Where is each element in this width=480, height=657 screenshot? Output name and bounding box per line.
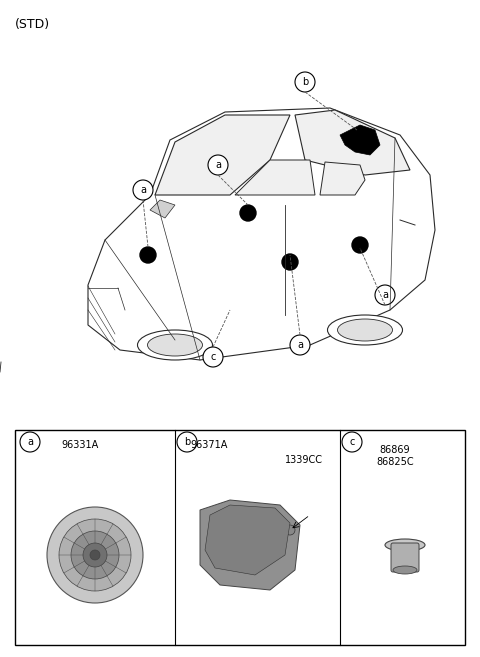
Polygon shape	[295, 110, 410, 175]
Text: a: a	[27, 437, 33, 447]
Polygon shape	[88, 108, 435, 360]
Polygon shape	[155, 115, 290, 195]
Circle shape	[352, 237, 368, 253]
Circle shape	[177, 432, 197, 452]
Ellipse shape	[393, 566, 417, 574]
Circle shape	[203, 347, 223, 367]
Polygon shape	[235, 160, 315, 195]
Ellipse shape	[327, 315, 403, 345]
Circle shape	[71, 531, 119, 579]
Text: c: c	[349, 437, 355, 447]
Ellipse shape	[147, 334, 203, 356]
Polygon shape	[320, 162, 365, 195]
Ellipse shape	[137, 330, 213, 360]
Polygon shape	[200, 500, 300, 590]
Text: 96331A: 96331A	[61, 440, 98, 450]
Text: a: a	[140, 185, 146, 195]
Circle shape	[208, 155, 228, 175]
Text: a: a	[297, 340, 303, 350]
Circle shape	[282, 254, 298, 270]
Text: c: c	[210, 352, 216, 362]
Polygon shape	[340, 125, 380, 155]
Circle shape	[20, 432, 40, 452]
Text: 86825C: 86825C	[376, 457, 414, 467]
Circle shape	[90, 550, 100, 560]
Circle shape	[290, 335, 310, 355]
FancyBboxPatch shape	[391, 543, 419, 572]
Circle shape	[342, 432, 362, 452]
Polygon shape	[150, 200, 175, 218]
Text: (STD): (STD)	[15, 18, 50, 31]
Circle shape	[375, 285, 395, 305]
Circle shape	[140, 247, 156, 263]
Polygon shape	[205, 505, 290, 575]
Text: a: a	[215, 160, 221, 170]
Ellipse shape	[385, 539, 425, 551]
Text: b: b	[302, 77, 308, 87]
Circle shape	[47, 507, 143, 603]
Text: b: b	[184, 437, 190, 447]
Circle shape	[285, 525, 295, 535]
Ellipse shape	[337, 319, 393, 341]
Text: a: a	[382, 290, 388, 300]
Text: 86869: 86869	[380, 445, 410, 455]
Circle shape	[295, 72, 315, 92]
Text: 1339CC: 1339CC	[285, 455, 323, 465]
Circle shape	[240, 205, 256, 221]
Circle shape	[83, 543, 107, 567]
Circle shape	[133, 180, 153, 200]
Text: 96371A: 96371A	[190, 440, 228, 450]
Circle shape	[59, 519, 131, 591]
